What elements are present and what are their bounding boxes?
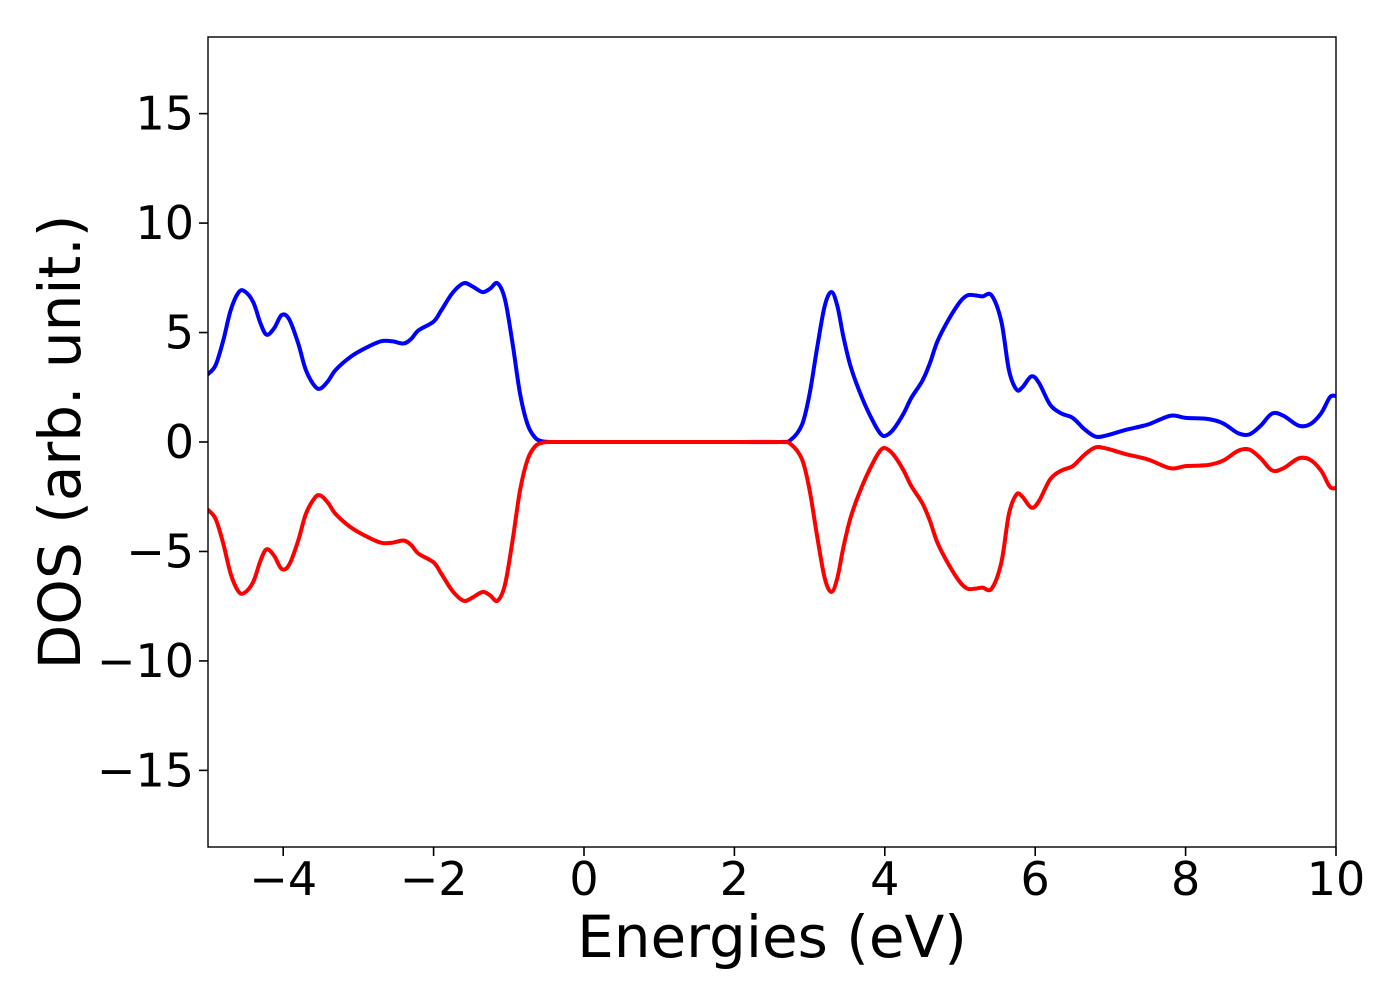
y-tick-label: 15 xyxy=(135,87,194,141)
x-axis-label: Energies (eV) xyxy=(577,903,967,971)
x-axis-ticks: −4 −2 0 2 4 6 8 10 xyxy=(249,847,1365,906)
x-tick-label: −4 xyxy=(249,852,317,906)
dos-series-line-red xyxy=(208,439,1336,604)
y-tick-label: 5 xyxy=(165,306,194,360)
x-tick-label: −2 xyxy=(400,852,468,906)
y-tick-label: 0 xyxy=(165,415,194,469)
series-layer xyxy=(208,280,1336,604)
x-tick-label: 2 xyxy=(720,852,749,906)
y-tick-label: −15 xyxy=(97,743,194,797)
x-tick-label: 8 xyxy=(1171,852,1200,906)
x-tick-label: 4 xyxy=(870,852,899,906)
y-tick-label: −10 xyxy=(97,634,194,688)
y-tick-label: 10 xyxy=(135,196,194,250)
dos-series-line-blue xyxy=(208,280,1336,445)
y-axis-ticks: 15 10 5 0 −5 −10 −15 xyxy=(97,87,208,797)
x-tick-label: 0 xyxy=(569,852,598,906)
y-tick-label: −5 xyxy=(126,524,194,578)
y-axis-label: DOS (arb. unit.) xyxy=(26,215,94,670)
x-tick-label: 6 xyxy=(1021,852,1050,906)
x-tick-label: 10 xyxy=(1307,852,1366,906)
